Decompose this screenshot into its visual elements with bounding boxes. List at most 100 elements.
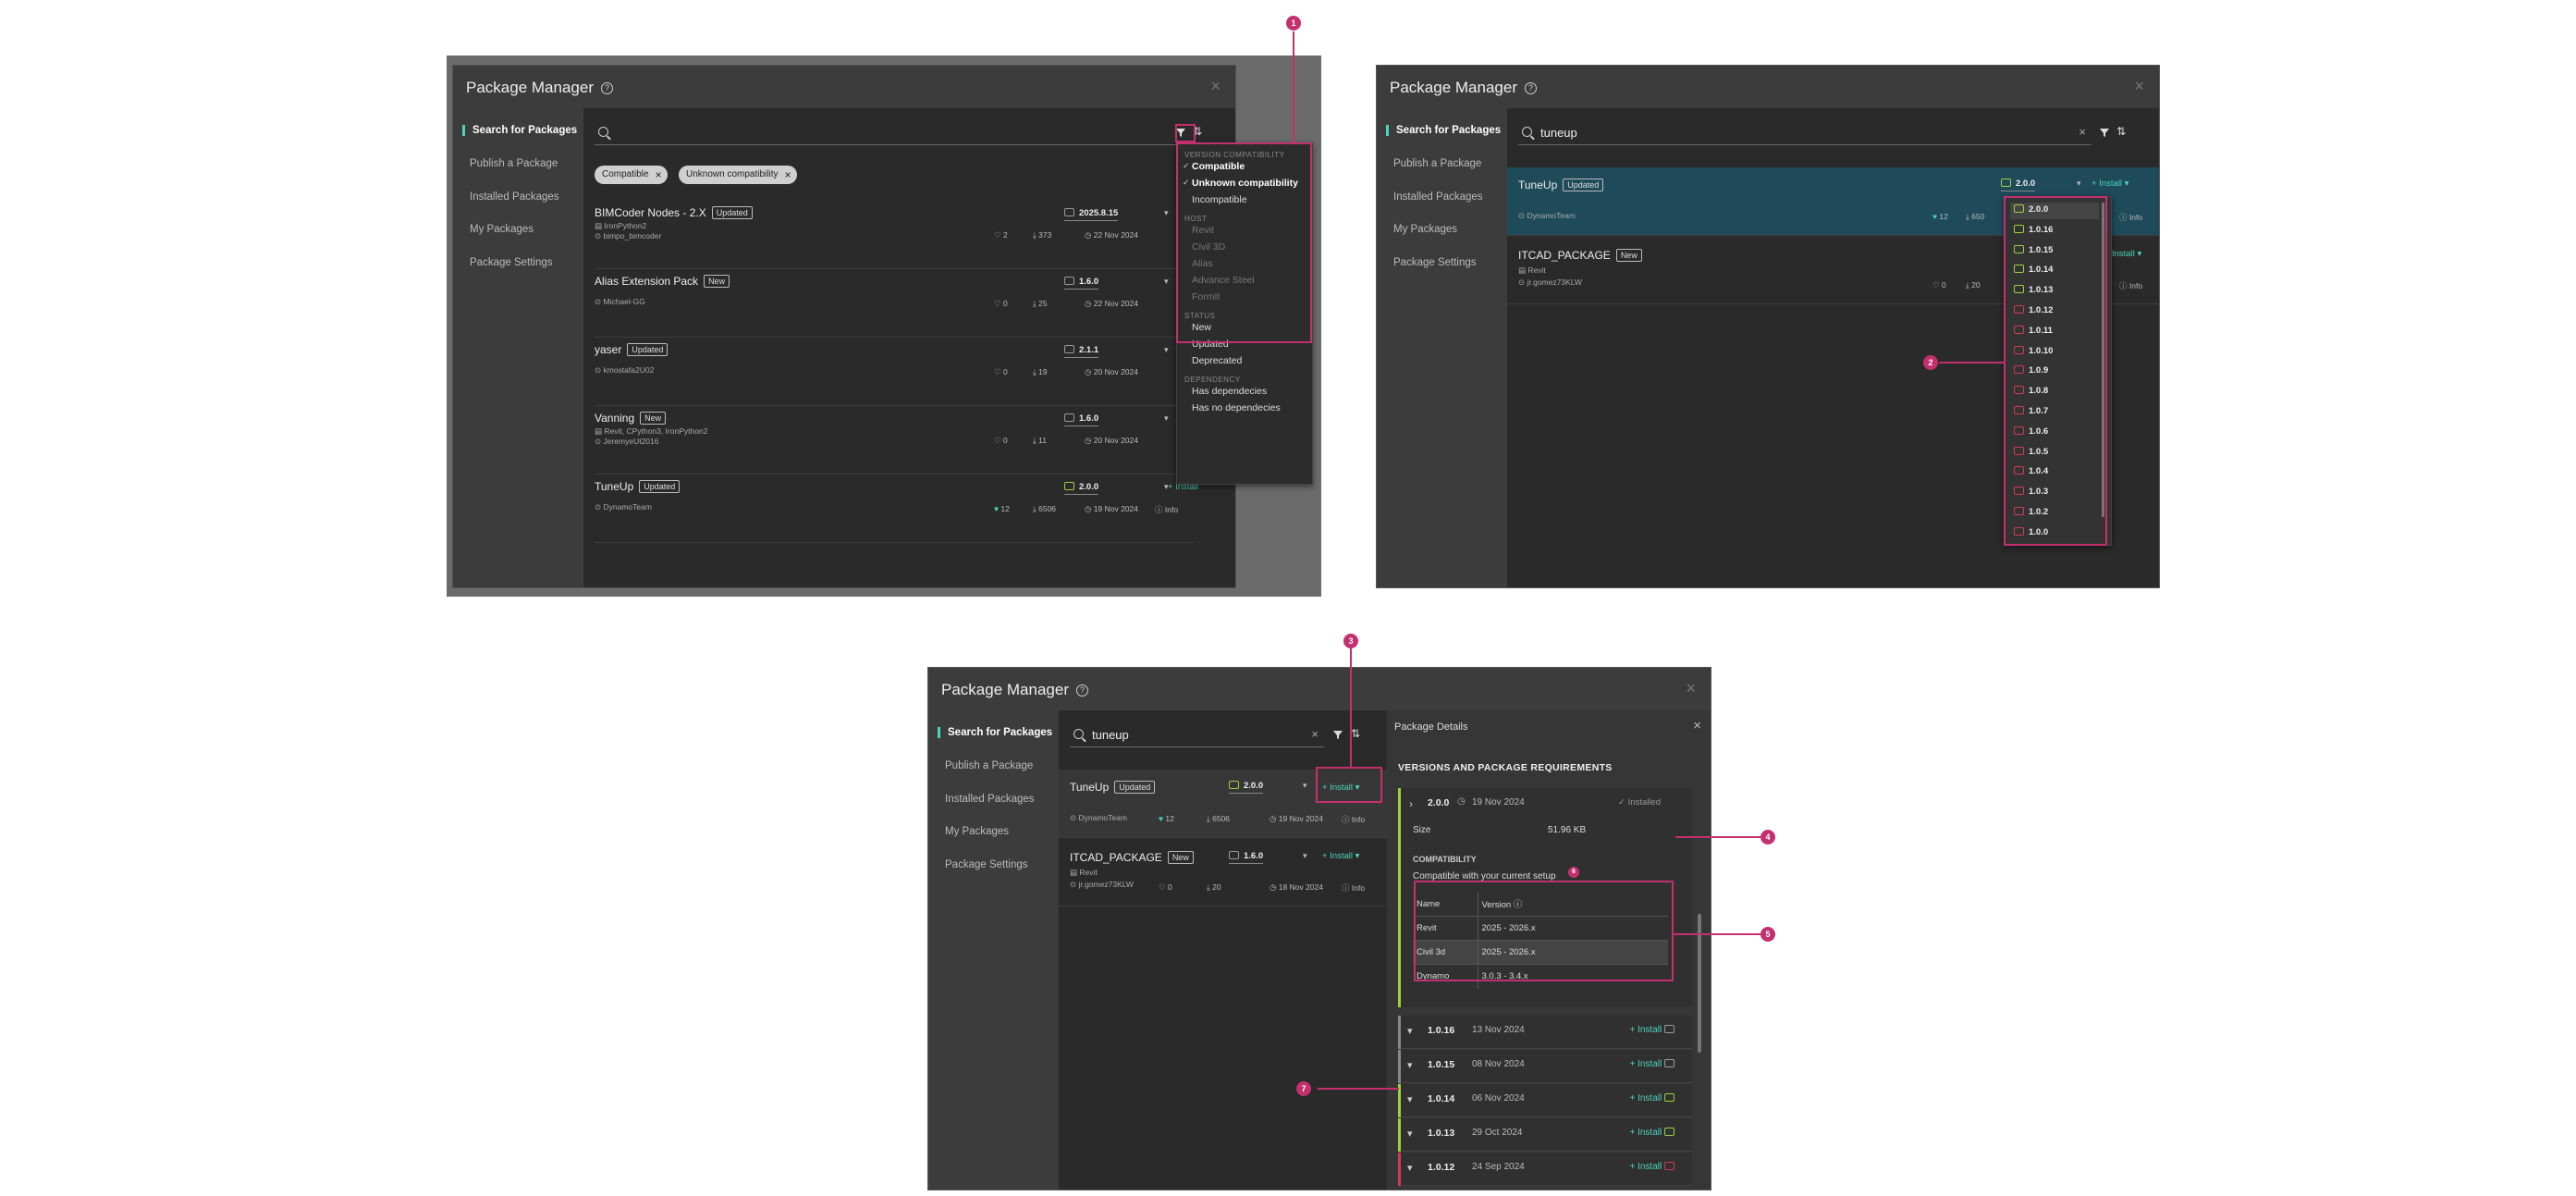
sidebar-item-publish[interactable]: Publish a Package (470, 158, 558, 169)
filter-option[interactable]: ✓ Compatible (1183, 161, 1312, 172)
sidebar-item-installed[interactable]: Installed Packages (945, 794, 1035, 805)
chevron-down-icon[interactable]: ▾ (1164, 345, 1169, 354)
info-link[interactable]: ⓘ Info (2119, 281, 2143, 290)
install-button[interactable]: + Install (1629, 1128, 1679, 1138)
filter-option[interactable]: ✓ Unknown compatibility (1183, 178, 1312, 189)
clear-search-icon[interactable]: × (1311, 727, 1319, 741)
chevron-down-icon[interactable]: ▾ (1303, 781, 1307, 790)
version-option[interactable]: 1.0.6 (2010, 425, 2099, 441)
package-row[interactable]: TuneUp Updated ⊙ DynamoTeam 2.0.0 ▾ ♥ 12 ⤓ 650… (595, 475, 1198, 543)
version-select[interactable]: 2.0.0 (1064, 482, 1099, 495)
package-row[interactable]: yaser Updated ⊙ kmostafa2U02 2.1.1 ▾ ♡ 0 ⤓ 19 ◷… (595, 338, 1194, 406)
sidebar-item-settings[interactable]: Package Settings (470, 257, 553, 268)
version-select[interactable]: 2025.8.15 (1064, 208, 1119, 221)
version-option[interactable]: 1.0.5 (2010, 445, 2099, 462)
scrollbar[interactable] (1698, 914, 1701, 1053)
version-option[interactable]: 1.0.0 (2010, 525, 2099, 542)
version-option[interactable]: 1.0.9 (2010, 364, 2099, 380)
search-input[interactable] (595, 123, 1186, 145)
version-select[interactable]: 2.1.1 (1064, 345, 1099, 358)
sidebar-item-my-packages[interactable]: My Packages (1393, 224, 1458, 235)
sidebar-item-installed[interactable]: Installed Packages (470, 191, 559, 203)
chevron-down-icon[interactable]: ▾ (1407, 1163, 1413, 1174)
info-link[interactable]: ⓘ Info (1155, 505, 1179, 514)
version-select[interactable]: 1.6.0 (1229, 851, 1264, 864)
version-option[interactable]: 1.0.15 (2010, 243, 2099, 260)
chevron-down-icon[interactable]: ▾ (1164, 277, 1169, 286)
version-option[interactable]: 2.0.0 (2010, 203, 2099, 219)
version-row[interactable]: ▾ 1.0.16 13 Nov 2024 + Install (1398, 1016, 1692, 1049)
clear-search-icon[interactable]: × (2079, 125, 2086, 139)
version-row[interactable]: ▾ 1.0.12 24 Sep 2024 + Install (1398, 1153, 1692, 1186)
scrollbar[interactable] (2102, 203, 2104, 517)
info-link[interactable]: ⓘ Info (1342, 883, 1366, 893)
close-details-icon[interactable]: × (1693, 718, 1701, 734)
sidebar-item-publish[interactable]: Publish a Package (945, 760, 1034, 771)
chevron-down-icon[interactable]: ▾ (1407, 1128, 1413, 1140)
sidebar-item-my-packages[interactable]: My Packages (945, 826, 1010, 837)
package-row[interactable]: BIMCoder Nodes - 2.X Updated ▤ IronPython2… (595, 201, 1194, 269)
package-row-itcad[interactable]: ITCAD_PACKAGE New ▤ Revit ⊙ jr.gomez73KLW… (1507, 236, 2159, 304)
chevron-right-icon[interactable]: › (1409, 797, 1413, 810)
chevron-down-icon[interactable]: ▾ (1407, 1026, 1413, 1037)
sidebar-item-search[interactable]: Search for Packages (1386, 125, 1501, 136)
sidebar-item-my-packages[interactable]: My Packages (470, 224, 534, 235)
install-button[interactable]: + Install (1629, 1059, 1679, 1069)
info-link[interactable]: ⓘ Info (2119, 213, 2143, 222)
install-button[interactable]: + Install ▾ (1322, 783, 1359, 793)
chevron-down-icon[interactable]: ▾ (1407, 1060, 1413, 1071)
close-icon[interactable]: × (2134, 77, 2144, 95)
filter-icon[interactable] (1332, 728, 1343, 739)
install-button[interactable]: + Install (1629, 1025, 1679, 1035)
close-icon[interactable]: × (1210, 77, 1221, 95)
sidebar-item-publish[interactable]: Publish a Package (1393, 158, 1482, 169)
help-icon[interactable]: ? (600, 82, 613, 94)
close-icon[interactable]: × (1686, 679, 1696, 697)
version-select[interactable]: 2.0.0 (1229, 781, 1264, 794)
chevron-down-icon[interactable]: ▾ (1303, 851, 1307, 860)
version-select[interactable]: 2.0.0 (2001, 179, 2036, 191)
filter-option[interactable]: Civil 3D (1192, 241, 1312, 253)
filter-option[interactable]: New (1192, 322, 1312, 333)
package-row[interactable]: Vanning New ▤ Revit, CPython3, IronPython2… (595, 406, 1194, 475)
package-row[interactable]: Alias Extension Pack New ⊙ Michael-GG 1.6.0… (595, 269, 1194, 338)
version-row[interactable]: ▾ 1.0.15 08 Nov 2024 + Install (1398, 1050, 1692, 1083)
filter-option[interactable]: Has no dependecies (1192, 402, 1312, 413)
help-icon[interactable]: ? (1075, 684, 1088, 697)
help-icon[interactable]: ? (1524, 82, 1537, 94)
version-select[interactable]: 1.6.0 (1064, 413, 1099, 426)
filter-option[interactable]: Deprecated (1192, 355, 1312, 366)
sidebar-item-installed[interactable]: Installed Packages (1393, 191, 1483, 203)
install-button[interactable]: + Install ▾ (1322, 851, 1359, 861)
sidebar-item-search[interactable]: Search for Packages (938, 727, 1052, 738)
sidebar-item-search[interactable]: Search for Packages (462, 125, 577, 136)
filter-option[interactable]: FormIt (1192, 291, 1312, 302)
version-option[interactable]: 1.0.10 (2010, 344, 2099, 361)
search-input[interactable]: tuneup × (1518, 123, 2091, 145)
chevron-down-icon[interactable]: ▾ (2077, 179, 2081, 188)
version-select[interactable]: 1.6.0 (1064, 277, 1099, 290)
chevron-down-icon[interactable]: ▾ (1164, 208, 1169, 217)
version-option[interactable]: 1.0.4 (2010, 464, 2099, 481)
chevron-down-icon[interactable]: ▾ (1164, 482, 1169, 491)
info-link[interactable]: ⓘ Info (1342, 815, 1366, 824)
install-button[interactable]: + Install (1629, 1162, 1679, 1172)
version-row[interactable]: ▾ 1.0.13 29 Oct 2024 + Install (1398, 1118, 1692, 1152)
chip-compatible[interactable]: Compatible (595, 166, 668, 184)
version-option[interactable]: 1.0.7 (2010, 404, 2099, 421)
version-option[interactable]: 1.0.3 (2010, 485, 2099, 501)
filter-icon[interactable] (1175, 126, 1186, 137)
chevron-down-icon[interactable]: ▾ (1164, 413, 1169, 423)
info-icon[interactable]: ⓘ (1513, 900, 1523, 910)
install-button[interactable]: + Install (1168, 482, 1198, 492)
version-option[interactable]: 1.0.11 (2010, 324, 2099, 340)
filter-option[interactable]: Has dependecies (1192, 386, 1312, 397)
version-option[interactable]: 1.0.12 (2010, 303, 2099, 320)
version-option[interactable]: 1.0.8 (2010, 384, 2099, 401)
sidebar-item-settings[interactable]: Package Settings (1393, 257, 1477, 268)
install-button[interactable]: + Install (1629, 1093, 1679, 1104)
filter-option[interactable]: Alias (1192, 258, 1312, 269)
version-option[interactable]: 1.0.13 (2010, 283, 2099, 300)
filter-icon[interactable] (2099, 126, 2110, 137)
version-option[interactable]: 1.0.2 (2010, 505, 2099, 522)
